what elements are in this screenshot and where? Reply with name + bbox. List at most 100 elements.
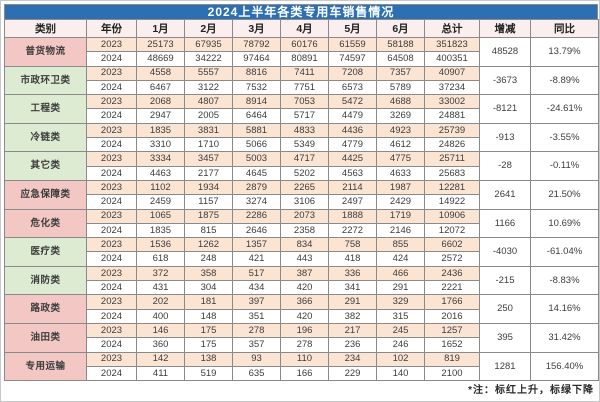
change-cell: -215	[479, 265, 531, 296]
year-cell: 2024	[86, 222, 137, 239]
data-row-2024: 2024 3310 1710 5066 5349 4779 4612 24826	[5, 137, 599, 153]
value-cell: 315	[376, 308, 425, 324]
change-cell: 48528	[479, 37, 531, 67]
yoy-cell: 13.79%	[530, 37, 599, 67]
value-cell: 424	[376, 251, 425, 267]
category-cell: 消防类	[4, 265, 87, 296]
value-cell: 372	[136, 265, 185, 282]
value-cell: 4612	[376, 137, 425, 153]
value-cell: 519	[184, 365, 233, 382]
yoy-cell: -24.61%	[530, 94, 599, 124]
yoy-cell: 14.16%	[530, 294, 599, 324]
year-cell: 2023	[86, 237, 137, 253]
value-cell: 5717	[280, 108, 329, 124]
year-cell: 2024	[86, 165, 137, 181]
column-header: 3月	[232, 19, 281, 38]
value-cell: 2947	[136, 108, 185, 124]
column-header: 总计	[424, 19, 480, 38]
data-row-2023: 其它类 2023 3334 3457 5003 4717 4425 4775 25711 -28-…	[4, 151, 599, 181]
value-cell: 341	[328, 280, 377, 296]
value-cell: 3310	[136, 137, 185, 153]
value-cell: 4633	[376, 165, 425, 181]
value-cell: 58188	[376, 36, 425, 53]
value-cell: 1262	[184, 237, 233, 253]
yoy-cell: -8.89%	[530, 65, 599, 96]
value-cell: 1536	[136, 237, 185, 253]
data-row-2024: 2024 2947 2005 6464 5717 4479 3269 24881	[5, 108, 599, 124]
value-cell: 2358	[280, 222, 329, 239]
year-cell: 2024	[86, 337, 137, 353]
value-cell: 304	[184, 280, 233, 296]
value-cell: 4775	[376, 151, 425, 167]
year-cell: 2024	[86, 194, 137, 210]
category-cell: 应急保障类	[4, 179, 87, 210]
value-cell: 418	[328, 251, 377, 267]
value-cell: 196	[280, 322, 329, 339]
year-cell: 2023	[86, 151, 137, 167]
yoy-cell: 156.40%	[530, 351, 599, 382]
data-row-2024: 2024 411 519 635 166 229 140 2100	[5, 365, 599, 382]
year-cell: 2024	[86, 280, 137, 296]
value-cell: 102	[376, 351, 425, 367]
data-row-2023: 冷链类 2023 1835 3831 5881 4833 4436 4923 25739 -913…	[4, 122, 599, 153]
value-cell: 4558	[136, 65, 185, 81]
value-cell: 2265	[280, 179, 329, 196]
value-cell: 5789	[376, 79, 425, 96]
total-cell: 37234	[424, 79, 480, 96]
year-cell: 2023	[86, 36, 137, 53]
category-cell: 油田类	[4, 322, 87, 353]
data-row-2024: 2024 360 175 357 278 236 246 1652	[5, 337, 599, 353]
value-cell: 3334	[136, 151, 185, 167]
yoy-cell: -0.11%	[530, 151, 599, 181]
value-cell: 420	[280, 280, 329, 296]
data-row-2024: 2024 1835 815 2646 2358 2272 2146 12072	[5, 222, 599, 239]
year-cell: 2024	[86, 108, 137, 124]
value-cell: 6467	[136, 79, 185, 96]
value-cell: 2286	[232, 208, 281, 224]
category-cell: 市政环卫类	[4, 65, 87, 96]
year-cell: 2023	[86, 322, 137, 339]
value-cell: 5557	[184, 65, 233, 81]
value-cell: 6573	[328, 79, 377, 96]
value-cell: 3457	[184, 151, 233, 167]
value-cell: 78792	[232, 36, 281, 53]
value-cell: 2429	[376, 194, 425, 210]
value-cell: 834	[280, 237, 329, 253]
value-cell: 7411	[280, 65, 329, 81]
column-header: 4月	[280, 19, 329, 38]
value-cell: 5472	[328, 94, 377, 110]
category-cell: 危化类	[4, 208, 87, 239]
yoy-cell: 10.69%	[530, 208, 599, 239]
value-cell: 142	[136, 351, 185, 367]
value-cell: 2114	[328, 179, 377, 196]
value-cell: 181	[184, 294, 233, 310]
value-cell: 4479	[328, 108, 377, 124]
total-cell: 1257	[424, 322, 480, 339]
value-cell: 2272	[328, 222, 377, 239]
value-cell: 25173	[136, 36, 185, 53]
value-cell: 517	[232, 265, 281, 282]
year-cell: 2024	[86, 251, 137, 267]
category-cell: 路政类	[4, 294, 87, 324]
category-cell: 专用运输	[4, 351, 87, 382]
year-cell: 2024	[86, 308, 137, 324]
value-cell: 2646	[232, 222, 281, 239]
year-cell: 2023	[86, 265, 137, 282]
value-cell: 387	[280, 265, 329, 282]
year-cell: 2024	[86, 137, 137, 153]
value-cell: 5349	[280, 137, 329, 153]
total-cell: 2572	[424, 251, 480, 267]
year-cell: 2023	[86, 294, 137, 310]
value-cell: 336	[328, 265, 377, 282]
column-header: 年份	[86, 19, 137, 38]
value-cell: 3122	[184, 79, 233, 96]
year-cell: 2023	[86, 208, 137, 224]
total-cell: 25683	[424, 165, 480, 181]
value-cell: 2005	[184, 108, 233, 124]
value-cell: 366	[280, 294, 329, 310]
value-cell: 138	[184, 351, 233, 367]
total-cell: 24826	[424, 137, 480, 153]
total-cell: 1766	[424, 294, 480, 310]
value-cell: 64508	[376, 51, 425, 67]
change-cell: 1166	[479, 208, 531, 239]
